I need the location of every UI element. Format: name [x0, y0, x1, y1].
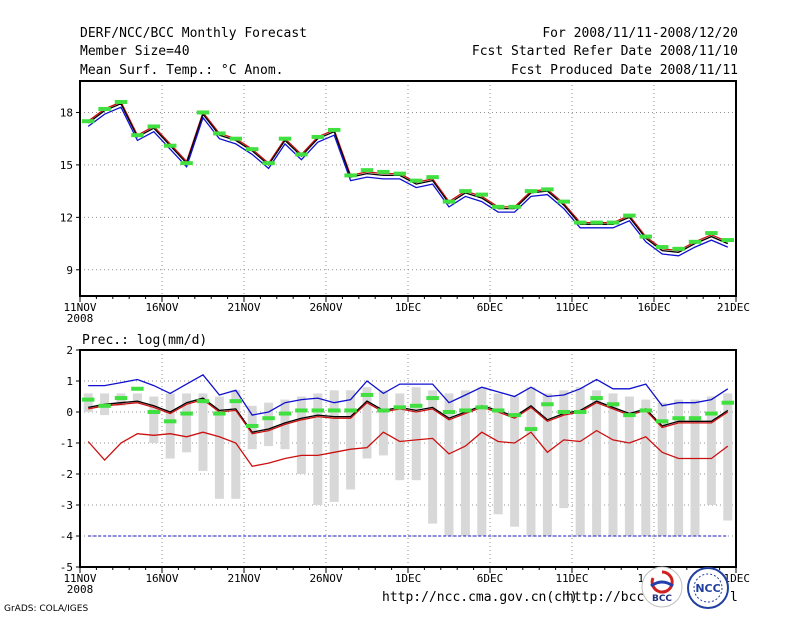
range-bar [395, 393, 405, 481]
y-tick-label: 18 [60, 106, 73, 119]
range-bar [428, 390, 438, 524]
y-tick-label: -4 [60, 530, 74, 543]
precip-title: Prec.: log(mm/d) [82, 333, 207, 348]
x-tick-label: 11NOV [63, 301, 96, 314]
y-tick-label: -2 [60, 468, 73, 481]
range-bar [149, 396, 159, 443]
ncc-logo-text: NCC [695, 582, 720, 595]
range-bar [674, 399, 684, 536]
x-tick-label: 6DEC [477, 301, 504, 314]
grads-credit: GrADS: COLA/IGES [4, 604, 89, 614]
x-tick-label: 21NOV [227, 301, 260, 314]
x-tick-label: 26NOV [309, 301, 342, 314]
x-tick-label: 21DEC [717, 301, 750, 314]
range-bar [83, 393, 93, 412]
range-bar [346, 390, 356, 490]
bcc-logo: BCC [641, 566, 683, 608]
x-tick-label: 26NOV [309, 572, 342, 585]
x-tick-label: 6DEC [477, 572, 504, 585]
range-bar [214, 396, 224, 499]
start-date: Fcst Started Refer Date 2008/11/10 [471, 44, 738, 59]
range-bar [231, 390, 241, 499]
range-bar [510, 396, 520, 527]
produced-date: Fcst Produced Date 2008/11/11 [511, 63, 738, 78]
x-tick-label: 21NOV [227, 572, 260, 585]
range-bar [182, 393, 192, 453]
ncc-logo: NCC [687, 567, 729, 609]
series-line-upper [88, 373, 729, 416]
range-bar [592, 390, 602, 536]
x-tick-label: 1DEC [395, 301, 422, 314]
x-tick-label: 11DEC [555, 572, 588, 585]
footer-url-tail: l [730, 590, 738, 605]
range-bar [444, 393, 454, 536]
range-bar [624, 396, 634, 536]
series-line-upper [87, 101, 729, 252]
y-tick-label: -1 [60, 437, 73, 450]
y-tick-label: -5 [60, 561, 73, 574]
range-bar [526, 387, 536, 536]
range-bar [690, 399, 700, 536]
range-bar [559, 390, 569, 509]
y-tick-label: 15 [60, 159, 73, 172]
range-bar [477, 387, 487, 536]
member-size: Member Size=40 [80, 44, 190, 59]
range-bar [165, 393, 175, 459]
x-tick-label: 16NOV [145, 572, 178, 585]
x-tick-label: 16NOV [145, 301, 178, 314]
y-tick-label: 12 [60, 211, 73, 224]
range-bar [362, 387, 372, 459]
range-bar [411, 387, 421, 481]
range-bar [542, 393, 552, 536]
series-line-ensemble-mean [88, 397, 729, 433]
range-bar [378, 390, 388, 456]
bcc-logo-text: BCC [652, 594, 672, 604]
range-bar [132, 393, 142, 403]
range-bar [493, 393, 503, 515]
series-line-center [87, 102, 729, 253]
series-line-lower [87, 429, 729, 468]
range-bar [460, 390, 470, 536]
x-tick-label: 16DEC [637, 301, 670, 314]
chart-title: DERF/NCC/BCC Monthly Forecast [80, 26, 307, 41]
y-tick-label: 9 [66, 264, 73, 277]
y-tick-label: 1 [66, 375, 73, 388]
range-bar [723, 393, 733, 521]
y-tick-label: 0 [66, 406, 73, 419]
range-bar [313, 393, 323, 505]
range-bar [608, 393, 618, 536]
forecast-period: For 2008/11/11-2008/12/20 [542, 26, 738, 41]
range-bar [706, 396, 716, 505]
range-bar [657, 402, 667, 536]
x-tick-sublabel: 2008 [67, 312, 94, 325]
series-line-lower [87, 106, 729, 257]
footer-url-bcc[interactable]: http://bcc. [566, 590, 653, 605]
x-tick-sublabel: 2008 [67, 583, 94, 596]
x-tick-label: 11NOV [63, 572, 96, 585]
x-tick-label: 11DEC [555, 301, 588, 314]
x-tick-label: 1DEC [395, 572, 422, 585]
range-bar [296, 396, 306, 474]
footer-url-ncc[interactable]: http://ncc.cma.gov.cn(ch) [382, 590, 578, 605]
y-tick-label: 2 [66, 344, 73, 357]
variable-label: Mean Surf. Temp.: °C Anom. [80, 63, 284, 78]
range-bar [264, 402, 274, 447]
series-line-ensemble-mean-2 [88, 398, 729, 435]
range-bar [641, 399, 651, 536]
range-bar [329, 390, 339, 502]
range-bar [575, 387, 585, 536]
y-tick-label: -3 [60, 499, 73, 512]
